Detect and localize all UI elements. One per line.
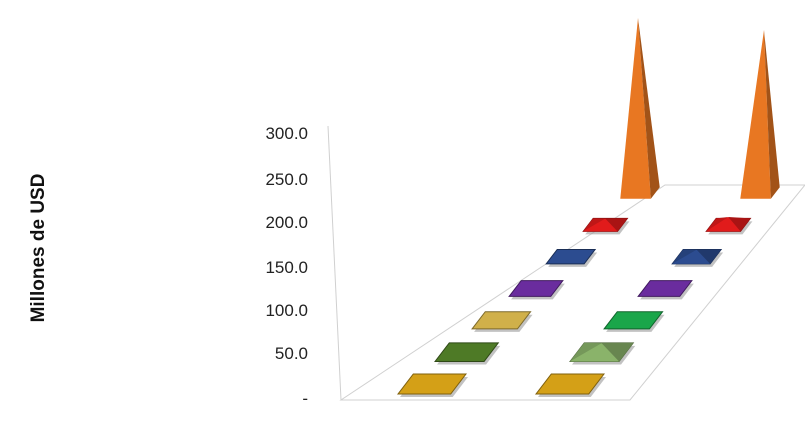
pyramid-bar [582, 217, 630, 235]
y-tick-label: 300.0 [265, 124, 308, 143]
pyramid-bar [569, 342, 636, 365]
pyramid-bar [396, 373, 468, 397]
pyramid-bar [534, 373, 606, 397]
pyramid-bar [671, 248, 724, 267]
pyramid-bar [434, 342, 501, 365]
y-tick-label: 100.0 [265, 301, 308, 320]
y-axis-ticks: - 50.0 100.0 150.0 200.0 250.0 300.0 [265, 124, 308, 408]
y-tick-label: - [302, 389, 308, 408]
pyramid-bar [637, 280, 694, 300]
pyramid-bar [705, 217, 753, 235]
y-axis-label: Millones de USD [28, 174, 49, 323]
pyramid-bar [740, 30, 780, 199]
pyramid-bar [603, 311, 665, 332]
pyramid-bar [545, 248, 598, 267]
pyramid-bar [508, 280, 565, 300]
y-tick-label: 50.0 [275, 344, 308, 363]
y-tick-label: 150.0 [265, 258, 308, 277]
chart-marks [396, 18, 780, 397]
y-tick-label: 250.0 [265, 170, 308, 189]
y-tick-label: 200.0 [265, 213, 308, 232]
pyramid-bar [471, 311, 533, 332]
pyramid-bar [620, 18, 660, 199]
